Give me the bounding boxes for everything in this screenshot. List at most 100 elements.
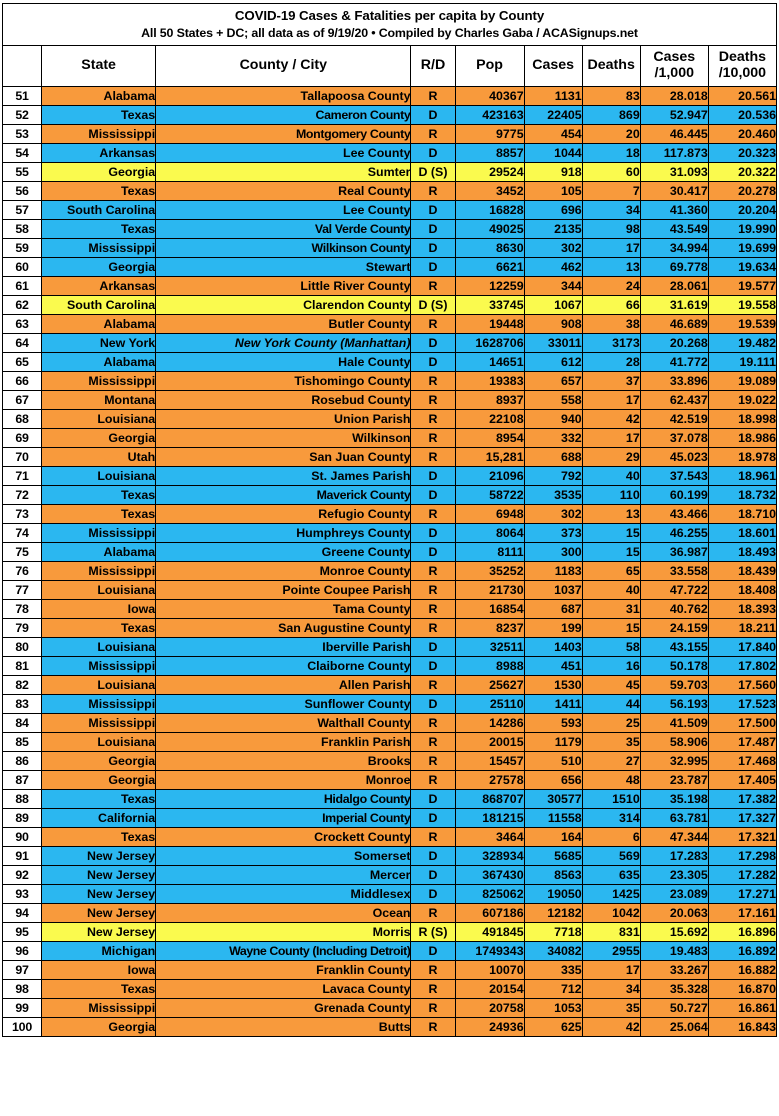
cell-dptt: 20.460 xyxy=(707,124,778,144)
cell-cases: 2135 xyxy=(523,219,583,239)
cell-pop: 825062 xyxy=(454,884,525,904)
table-row[interactable]: 75 Alabama Greene County D 8111 300 15 36.987 18… xyxy=(1,542,778,562)
table-row[interactable]: 96 Michigan Wayne County (Including Detroi… xyxy=(1,941,778,961)
table-row[interactable]: 83 Mississippi Sunflower County D 25110 1411 4… xyxy=(1,694,778,714)
table-row[interactable]: 85 Louisiana Franklin Parish R 20015 1179 35 58… xyxy=(1,732,778,752)
table-row[interactable]: 84 Mississippi Walthall County R 14286 593 25 4… xyxy=(1,713,778,733)
table-row[interactable]: 59 Mississippi Wilkinson County D 8630 302 17 3… xyxy=(1,238,778,258)
table-row[interactable]: 89 California Imperial County D 181215 11558 3… xyxy=(1,808,778,828)
table-row[interactable]: 58 Texas Val Verde County D 49025 2135 98 43.54… xyxy=(1,219,778,239)
table-row[interactable]: 94 New Jersey Ocean R 607186 12182 1042 20.063 1… xyxy=(1,903,778,923)
table-row[interactable]: 100 Georgia Butts R 24936 625 42 25.064 16.843 xyxy=(1,1017,778,1037)
table-row[interactable]: 78 Iowa Tama County R 16854 687 31 40.762 18.393 xyxy=(1,599,778,619)
table-row[interactable]: 79 Texas San Augustine County R 8237 199 15 24.… xyxy=(1,618,778,638)
cell-dptt: 18.601 xyxy=(707,523,778,543)
cell-rd: R xyxy=(410,409,456,429)
cell-dptt: 17.321 xyxy=(707,827,778,847)
table-row[interactable]: 64 New York New York County (Manhattan) D 16… xyxy=(1,333,778,353)
cell-cpk: 46.255 xyxy=(639,523,709,543)
cell-pop: 19448 xyxy=(454,314,525,334)
table-row[interactable]: 51 Alabama Tallapoosa County R 40367 1131 83 28… xyxy=(1,86,778,106)
column-header-cases-per-1000[interactable]: Cases/1,000 xyxy=(639,45,709,87)
table-row[interactable]: 90 Texas Crockett County R 3464 164 6 47.344 17.… xyxy=(1,827,778,847)
cell-cases: 34082 xyxy=(523,941,583,961)
table-row[interactable]: 52 Texas Cameron County D 423163 22405 869 52.9… xyxy=(1,105,778,125)
table-row[interactable]: 92 New Jersey Mercer D 367430 8563 635 23.305 17… xyxy=(1,865,778,885)
table-row[interactable]: 98 Texas Lavaca County R 20154 712 34 35.328 16.… xyxy=(1,979,778,999)
table-row[interactable]: 62 South Carolina Clarendon County D (S) 337… xyxy=(1,295,778,315)
cell-state: South Carolina xyxy=(41,295,157,315)
table-row[interactable]: 56 Texas Real County R 3452 105 7 30.417 20.278 xyxy=(1,181,778,201)
cell-dptt: 18.986 xyxy=(707,428,778,448)
cell-rank: 80 xyxy=(1,637,43,657)
table-row[interactable]: 69 Georgia Wilkinson R 8954 332 17 37.078 18.986 xyxy=(1,428,778,448)
cell-cases: 696 xyxy=(523,200,583,220)
cell-rd: R xyxy=(410,428,456,448)
table-row[interactable]: 57 South Carolina Lee County D 16828 696 34 41.… xyxy=(1,200,778,220)
table-row[interactable]: 88 Texas Hidalgo County D 868707 30577 1510 35.… xyxy=(1,789,778,809)
table-row[interactable]: 87 Georgia Monroe R 27578 656 48 23.787 17.405 xyxy=(1,770,778,790)
cell-state: Alabama xyxy=(41,314,157,334)
cell-cases: 30577 xyxy=(523,789,583,809)
table-row[interactable]: 55 Georgia Sumter D (S) 29524 918 60 31.093 20.3… xyxy=(1,162,778,182)
table-row[interactable]: 74 Mississippi Humphreys County D 8064 373 15 4… xyxy=(1,523,778,543)
table-row[interactable]: 80 Louisiana Iberville Parish D 32511 1403 58 4… xyxy=(1,637,778,657)
cell-cpk: 20.268 xyxy=(639,333,709,353)
cell-pop: 25110 xyxy=(454,694,525,714)
table-row[interactable]: 67 Montana Rosebud County R 8937 558 17 62.437 1… xyxy=(1,390,778,410)
cell-county: Ocean xyxy=(155,903,412,923)
cell-county: St. James Parish xyxy=(155,466,412,486)
column-header-pop[interactable]: Pop xyxy=(454,45,525,87)
table-row[interactable]: 65 Alabama Hale County D 14651 612 28 41.772 19.… xyxy=(1,352,778,372)
table-row[interactable]: 97 Iowa Franklin County R 10070 335 17 33.267 16… xyxy=(1,960,778,980)
table-row[interactable]: 99 Mississippi Grenada County R 20758 1053 35 5… xyxy=(1,998,778,1018)
cell-rank: 90 xyxy=(1,827,43,847)
table-row[interactable]: 93 New Jersey Middlesex D 825062 19050 1425 23.… xyxy=(1,884,778,904)
table-row[interactable]: 66 Mississippi Tishomingo County R 19383 657 3… xyxy=(1,371,778,391)
cell-state: Georgia xyxy=(41,428,157,448)
cell-cpk: 34.994 xyxy=(639,238,709,258)
cell-cases: 11558 xyxy=(523,808,583,828)
cell-cpk: 28.018 xyxy=(639,86,709,106)
table-row[interactable]: 54 Arkansas Lee County D 8857 1044 18 117.873 20… xyxy=(1,143,778,163)
cell-dptt: 18.408 xyxy=(707,580,778,600)
table-row[interactable]: 72 Texas Maverick County D 58722 3535 110 60.19… xyxy=(1,485,778,505)
cell-rank: 57 xyxy=(1,200,43,220)
cell-state: Louisiana xyxy=(41,637,157,657)
cell-rd: R xyxy=(410,1017,456,1037)
column-header-cases[interactable]: Cases xyxy=(523,45,583,87)
cell-rd: R xyxy=(410,960,456,980)
column-header-deaths-per-10000[interactable]: Deaths/10,000 xyxy=(707,45,778,87)
cell-cases: 5685 xyxy=(523,846,583,866)
table-row[interactable]: 68 Louisiana Union Parish R 22108 940 42 42.519… xyxy=(1,409,778,429)
table-row[interactable]: 53 Mississippi Montgomery County R 9775 454 20… xyxy=(1,124,778,144)
table-row[interactable]: 61 Arkansas Little River County R 12259 344 24… xyxy=(1,276,778,296)
column-header-county[interactable]: County / City xyxy=(155,45,412,87)
table-row[interactable]: 91 New Jersey Somerset D 328934 5685 569 17.283… xyxy=(1,846,778,866)
cell-deaths: 24 xyxy=(581,276,641,296)
cell-rank: 78 xyxy=(1,599,43,619)
table-row[interactable]: 76 Mississippi Monroe County R 35252 1183 65 33… xyxy=(1,561,778,581)
table-row[interactable]: 86 Georgia Brooks R 15457 510 27 32.995 17.468 xyxy=(1,751,778,771)
table-row[interactable]: 77 Louisiana Pointe Coupee Parish R 21730 103… xyxy=(1,580,778,600)
cell-dptt: 17.523 xyxy=(707,694,778,714)
table-row[interactable]: 71 Louisiana St. James Parish D 21096 792 40 37… xyxy=(1,466,778,486)
cell-cpk: 37.543 xyxy=(639,466,709,486)
cell-state: Iowa xyxy=(41,599,157,619)
table-row[interactable]: 81 Mississippi Claiborne County D 8988 451 16 5… xyxy=(1,656,778,676)
table-row[interactable]: 60 Georgia Stewart D 6621 462 13 69.778 19.634 xyxy=(1,257,778,277)
column-header-deaths[interactable]: Deaths xyxy=(581,45,641,87)
table-row[interactable]: 63 Alabama Butler County R 19448 908 38 46.689 1… xyxy=(1,314,778,334)
cell-cpk: 47.344 xyxy=(639,827,709,847)
table-row[interactable]: 82 Louisiana Allen Parish R 25627 1530 45 59.70… xyxy=(1,675,778,695)
table-row[interactable]: 73 Texas Refugio County R 6948 302 13 43.466 18.… xyxy=(1,504,778,524)
cell-rank: 63 xyxy=(1,314,43,334)
table-row[interactable]: 95 New Jersey Morris R (S) 491845 7718 831 15.6… xyxy=(1,922,778,942)
column-header-state[interactable]: State xyxy=(41,45,157,87)
cell-pop: 6948 xyxy=(454,504,525,524)
cell-state: Alabama xyxy=(41,352,157,372)
column-header-rd[interactable]: R/D xyxy=(410,45,456,87)
column-header-rank[interactable] xyxy=(1,45,43,87)
table-row[interactable]: 70 Utah San Juan County R 15,281 688 29 45.023 1… xyxy=(1,447,778,467)
cell-cases: 612 xyxy=(523,352,583,372)
